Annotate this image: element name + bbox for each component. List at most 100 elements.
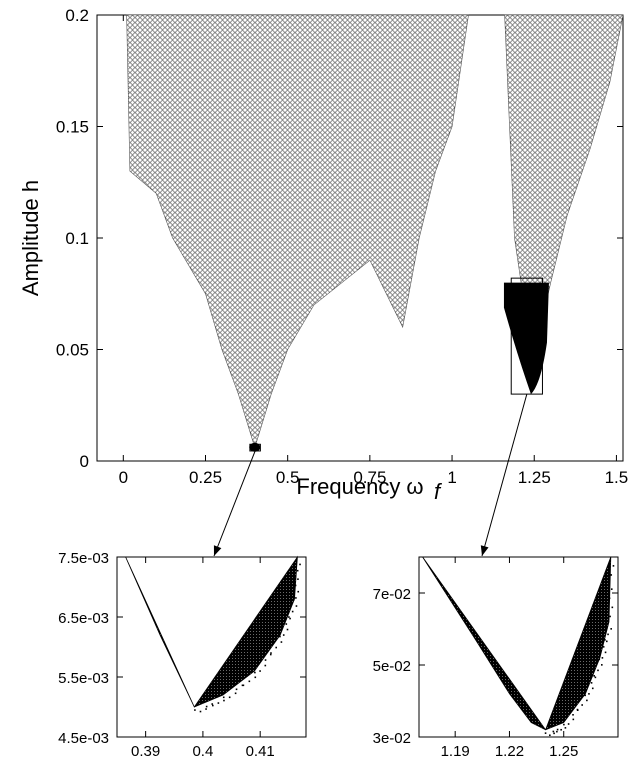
edge-point — [610, 574, 613, 576]
edge-point — [598, 658, 601, 661]
edge-point — [572, 718, 575, 721]
y-tick-label: 0.15 — [56, 118, 89, 137]
dense-region-2 — [503, 282, 549, 395]
edge-point — [296, 569, 299, 572]
edge-point — [610, 588, 613, 590]
edge-point — [590, 682, 593, 684]
filled-region — [125, 555, 298, 708]
edge-point — [205, 708, 207, 710]
edge-point — [610, 628, 612, 630]
edge-point — [601, 664, 603, 666]
zoom-arrow-right-head — [480, 545, 489, 556]
inset-plot-left: 0.39 0.4 0.41 4.5e-03 5.5e-03 6.5e-03 7.5e-03 — [58, 550, 307, 760]
edge-point — [608, 583, 610, 585]
edge-point — [549, 734, 551, 737]
edge-point — [588, 693, 590, 695]
y-tick-label: 0 — [80, 452, 89, 471]
dense-region-1 — [249, 442, 261, 452]
edge-point — [264, 664, 267, 667]
x-tick-label: 0.5 — [276, 468, 300, 487]
edge-point — [572, 714, 574, 716]
edge-point — [294, 584, 297, 587]
edge-point — [211, 703, 214, 705]
edge-point — [294, 576, 297, 578]
y-tick-label: 3e-02 — [373, 730, 411, 747]
stability-region-1 — [126, 14, 469, 449]
edge-point — [279, 635, 281, 638]
edge-point — [605, 640, 608, 643]
edge-point — [581, 704, 583, 706]
edge-point — [609, 615, 611, 618]
x-axis-label: Frequency ω — [296, 474, 423, 499]
y-tick-label: 7e-02 — [373, 586, 411, 603]
edge-point — [612, 565, 615, 567]
edge-point — [295, 597, 297, 599]
edge-point — [608, 597, 611, 600]
y-tick-label: 7.5e-03 — [58, 550, 109, 567]
edge-point — [602, 646, 605, 648]
edge-point — [254, 676, 257, 679]
edge-point — [222, 696, 225, 699]
edge-point — [285, 623, 288, 625]
edge-point — [297, 578, 299, 580]
edge-point — [299, 563, 301, 566]
y-tick-label: 5e-02 — [373, 658, 411, 675]
edge-point — [205, 705, 208, 708]
x-tick-label: 0.25 — [189, 468, 222, 487]
edge-point — [228, 696, 231, 699]
edge-point — [288, 616, 290, 618]
edge-point — [286, 628, 289, 631]
edge-point — [584, 694, 586, 697]
plot-frame — [116, 556, 307, 738]
edge-point — [212, 704, 214, 707]
edge-point — [223, 699, 225, 702]
x-tick-label: 1.5 — [605, 468, 629, 487]
y-tick-label: 0.2 — [65, 6, 89, 25]
edge-point — [269, 653, 272, 656]
x-tick-label: 1 — [447, 468, 456, 487]
edge-point — [586, 699, 588, 702]
zoom-arrow-right — [481, 393, 528, 557]
x-tick-label: 1.25 — [549, 743, 578, 760]
y-tick-label: 0.05 — [56, 341, 89, 360]
zoom-arrow-left — [213, 450, 256, 557]
edge-point — [295, 605, 298, 607]
edge-point — [241, 684, 244, 687]
edge-point — [254, 671, 256, 674]
y-tick-label: 5.5e-03 — [58, 670, 109, 687]
edge-point — [270, 652, 272, 654]
edge-point — [234, 692, 237, 695]
edge-point — [297, 590, 300, 593]
edge-point — [553, 732, 555, 735]
x-tick-label: 0.75 — [353, 468, 386, 487]
edge-point — [264, 659, 267, 661]
x-tick-label: 0.4 — [192, 743, 213, 760]
x-tick-label: 0 — [119, 468, 128, 487]
edge-point — [259, 670, 261, 672]
zoom-arrow-left-head — [213, 545, 222, 556]
edge-point — [611, 606, 614, 609]
x-tick-label: 0.39 — [131, 743, 160, 760]
y-axis-label: Amplitude h — [18, 180, 43, 296]
edge-point — [291, 610, 294, 613]
edge-point — [217, 702, 220, 704]
edge-point — [280, 641, 283, 643]
edge-point — [275, 646, 277, 649]
main-plot: 0 0.25 0.5 0.75 1 1.25 1.5 0 0.05 0.1 0.15 0.2 Frequ… — [18, 6, 628, 504]
edge-point — [576, 708, 579, 711]
edge-point — [594, 676, 597, 679]
edge-point — [282, 634, 285, 636]
edge-point — [560, 728, 562, 731]
edge-point — [604, 639, 606, 641]
plot-frame — [418, 556, 619, 738]
x-axis-label-subscript: f — [434, 479, 443, 504]
edge-point — [194, 709, 196, 711]
y-tick-label: 6.5e-03 — [58, 610, 109, 627]
edge-point — [235, 688, 238, 691]
edge-point — [199, 710, 202, 713]
edge-point — [601, 657, 604, 659]
edge-point — [593, 675, 595, 677]
edge-point — [604, 651, 607, 654]
edge-point — [544, 732, 547, 734]
